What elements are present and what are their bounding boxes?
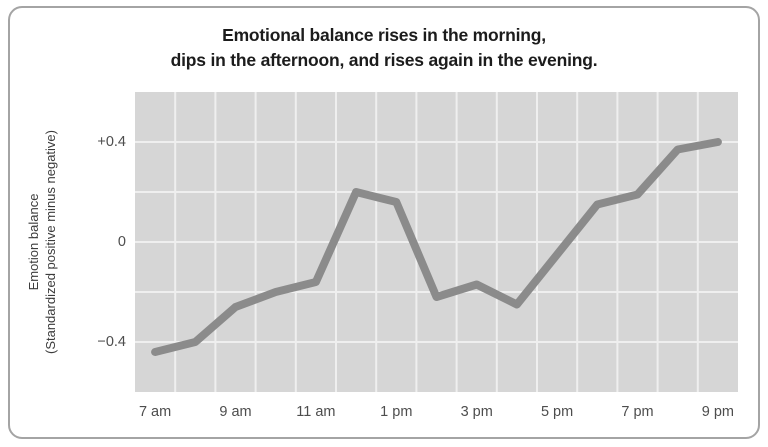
x-tick-label: 11 am <box>296 404 336 420</box>
x-tick-label: 5 pm <box>540 404 574 420</box>
x-tick-label: 9 pm <box>701 404 735 420</box>
y-tick-label: 0 <box>117 234 126 250</box>
chart-title-line-2: dips in the afternoon, and rises again i… <box>170 50 598 70</box>
y-axis-label-line-1: Emotion balance <box>26 193 41 291</box>
x-tick-label: 7 am <box>138 404 172 420</box>
y-axis-label-line-2: (Standardized positive minus negative) <box>43 130 58 355</box>
x-tick-label: 3 pm <box>460 404 493 420</box>
plot-area <box>135 92 738 392</box>
emotion-balance-line <box>151 138 722 356</box>
y-tick-label: +0.4 <box>97 134 126 150</box>
plot-svg <box>135 92 738 392</box>
y-tick-label: −0.4 <box>97 334 126 350</box>
x-tick-label: 9 am <box>219 404 252 420</box>
chart-title: Emotional balance rises in the morning, … <box>0 23 768 73</box>
x-tick-label: 7 pm <box>621 404 654 420</box>
chart-title-line-1: Emotional balance rises in the morning, <box>222 25 546 45</box>
y-axis-label: Emotion balance (Standardized positive m… <box>25 92 59 392</box>
x-tick-label: 1 pm <box>380 404 413 420</box>
